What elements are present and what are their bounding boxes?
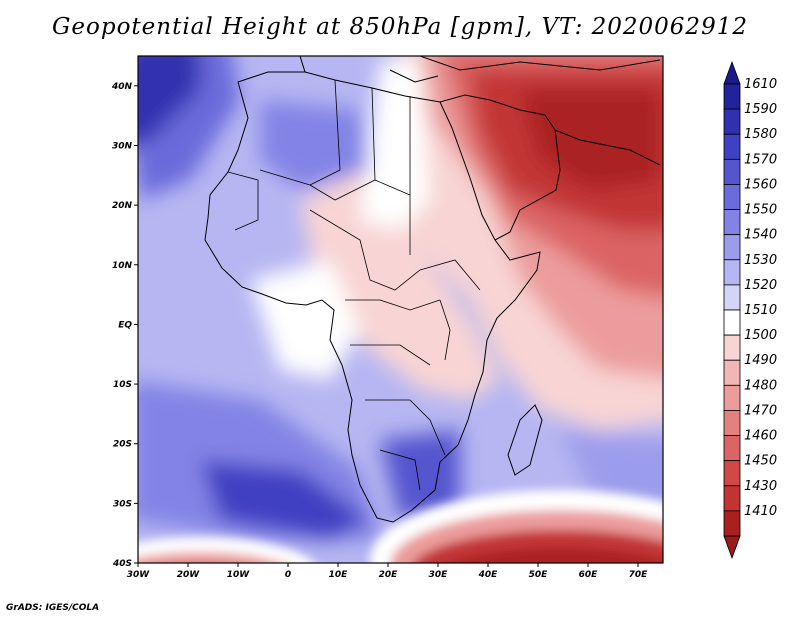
colorbar-label: 1450	[744, 454, 777, 469]
colorbar-swatch	[723, 284, 741, 311]
grads-credit: GrADS: IGES/COLA	[6, 603, 100, 613]
map-title: Geopotential Height at 850hPa [gpm], VT:…	[52, 14, 748, 40]
colorbar-swatch	[723, 460, 741, 487]
colorbar-label: 1520	[744, 278, 777, 293]
colorbar-swatch	[723, 410, 741, 436]
lon-tick-label: 60E	[579, 570, 599, 580]
colorbar-label: 1490	[744, 353, 777, 368]
lat-tick-label: 20N	[112, 201, 133, 211]
map-frame	[137, 55, 664, 564]
lon-tick-label: 0	[285, 570, 291, 580]
colorbar-swatch	[723, 384, 741, 411]
colorbar-swatch	[723, 209, 741, 236]
colorbar-label: 1570	[744, 152, 777, 167]
colorbar-label: 1480	[744, 378, 777, 393]
colorbar-swatch	[723, 133, 741, 160]
lon-tick-label: 10W	[227, 570, 251, 580]
colorbar-label: 1610	[744, 77, 777, 92]
lat-tick-label: 30N	[112, 141, 133, 151]
lat-tick-label: 10N	[112, 261, 133, 271]
coastlines	[204, 56, 661, 523]
colorbar-label: 1410	[744, 504, 777, 519]
colorbar-swatch	[723, 108, 741, 135]
map-axes: 30W 20W 10W 0 10E 20E 30E 40E 50E 60E 70E 40N 30N 20N…	[111, 82, 648, 580]
colorbar: 1610 1590 1580 1570 1560 1550 1540 1530 1520 1510…	[723, 60, 777, 560]
colorbar-label: 1550	[744, 203, 777, 218]
lat-tick-label: 40N	[111, 82, 133, 92]
colorbar-label: 1430	[744, 479, 777, 494]
colorbar-top-arrow	[723, 60, 741, 85]
colorbar-label: 1530	[744, 253, 777, 268]
lat-tick-label: 20S	[113, 440, 132, 450]
colorbar-label: 1510	[744, 303, 777, 318]
lon-tick-label: 40E	[478, 570, 499, 580]
colorbar-label: 1470	[744, 403, 777, 418]
colorbar-swatch	[723, 485, 741, 512]
colorbar-label: 1460	[744, 429, 777, 444]
colorbar-label: 1590	[744, 102, 777, 117]
colorbar-swatch	[723, 259, 741, 286]
colorbar-swatch	[723, 83, 741, 110]
lon-tick-label: 10E	[329, 570, 349, 580]
colorbar-swatch	[723, 510, 741, 537]
colorbar-swatch	[723, 359, 741, 386]
colorbar-swatch	[723, 334, 741, 361]
colorbar-swatch	[723, 435, 741, 462]
lon-tick-label: 20W	[177, 570, 201, 580]
lon-tick-label: 50E	[529, 570, 549, 580]
lat-tick-label: 40S	[112, 559, 132, 569]
colorbar-swatch	[723, 158, 741, 185]
colorbar-label: 1500	[744, 328, 777, 343]
colorbar-swatch	[723, 309, 741, 336]
lat-tick-label: EQ	[118, 320, 132, 330]
colorbar-label: 1580	[744, 127, 777, 142]
colorbar-label: 1540	[744, 228, 777, 243]
country-borders	[227, 79, 481, 491]
lat-tick-label: 10S	[113, 380, 132, 390]
lon-tick-label: 30E	[429, 570, 449, 580]
lon-tick-label: 20E	[379, 570, 399, 580]
height-field	[138, 56, 663, 563]
lon-tick-label: 30W	[127, 570, 151, 580]
colorbar-swatch	[723, 234, 741, 261]
colorbar-label: 1560	[744, 177, 777, 192]
colorbar-swatch	[723, 184, 741, 210]
lon-tick-label: 70E	[629, 570, 649, 580]
colorbar-bottom-arrow	[723, 535, 741, 560]
lat-tick-label: 30S	[113, 499, 132, 509]
